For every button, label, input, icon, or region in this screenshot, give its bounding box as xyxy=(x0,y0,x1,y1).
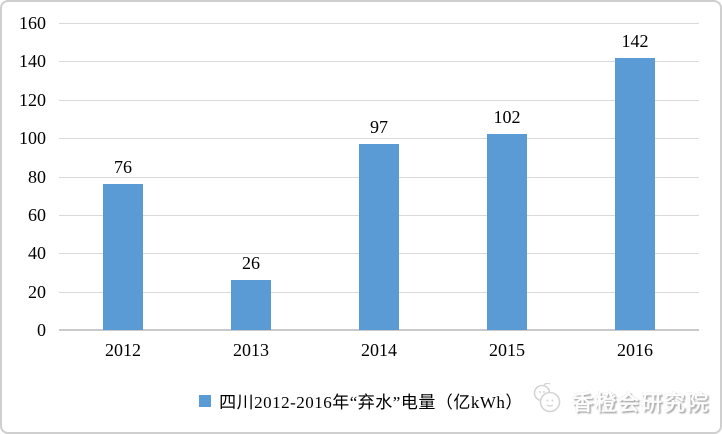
bar-2015 xyxy=(487,134,527,330)
y-axis-tick-label: 140 xyxy=(19,51,46,72)
bar-value-label: 97 xyxy=(370,116,388,137)
x-axis-tick-label: 2013 xyxy=(233,340,269,360)
y-axis-tick-label: 120 xyxy=(19,89,46,110)
legend: 四川2012-2016年“弃水”电量（亿kWh） xyxy=(2,388,720,413)
y-axis-tick-label: 0 xyxy=(37,320,46,340)
bar-2014 xyxy=(359,143,399,330)
y-axis-tick-label: 100 xyxy=(19,128,46,149)
y-axis-tick-label: 40 xyxy=(28,243,46,264)
x-axis-tick-label: 2015 xyxy=(489,340,525,360)
x-axis-tick-label: 2016 xyxy=(617,340,653,360)
x-axis-tick-label: 2014 xyxy=(361,340,397,360)
bar-2013 xyxy=(231,280,271,330)
bar-value-label: 76 xyxy=(114,157,132,178)
legend-label: 四川2012-2016年“弃水”电量（亿kWh） xyxy=(219,393,523,412)
y-axis-tick-label: 160 xyxy=(19,13,46,33)
x-axis-tick-label: 2012 xyxy=(105,340,141,360)
gridline xyxy=(59,61,699,63)
gridline xyxy=(59,138,699,140)
y-axis-tick-label: 80 xyxy=(28,166,46,187)
legend-swatch xyxy=(199,394,212,407)
bar-value-label: 142 xyxy=(621,30,649,51)
y-axis-tick-label: 60 xyxy=(28,204,46,225)
gridline xyxy=(59,99,699,101)
bar-value-label: 102 xyxy=(493,107,521,128)
bar-2012 xyxy=(103,184,143,330)
y-axis-tick-label: 20 xyxy=(28,281,46,302)
gridline xyxy=(59,23,699,24)
bar-value-label: 26 xyxy=(242,253,260,274)
x-axis-line xyxy=(59,329,699,331)
bar-2016 xyxy=(615,57,655,330)
